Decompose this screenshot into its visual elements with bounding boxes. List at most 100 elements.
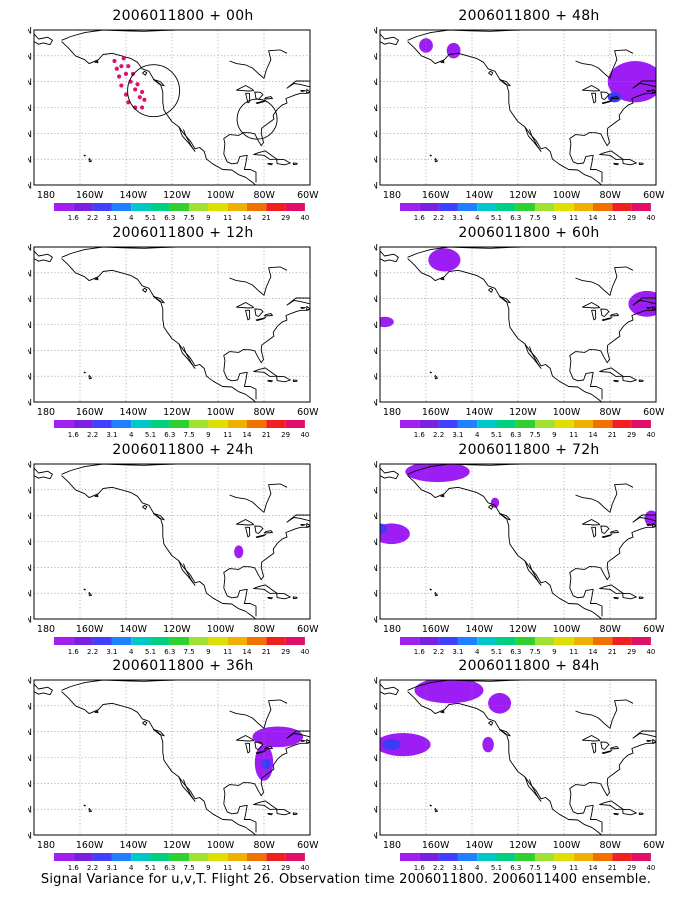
dropsonde-point	[142, 97, 147, 102]
lat-tick-label: 20N	[374, 806, 378, 816]
lon-tick-label: 120W	[163, 407, 191, 418]
colorbar-swatch	[515, 853, 536, 861]
lon-tick-label: 60W	[643, 840, 665, 851]
dropsonde-point	[135, 82, 140, 87]
dropsonde-point	[119, 83, 124, 88]
colorbar-swatch	[247, 203, 267, 211]
lon-tick-label: 160W	[76, 190, 104, 201]
verification-region-circle	[236, 98, 278, 140]
colorbar-swatch	[457, 420, 478, 428]
colorbar-label: 6.3	[510, 431, 521, 437]
colorbar-swatch	[554, 637, 574, 645]
colorbar-swatch	[111, 203, 132, 211]
colorbar-label: 4	[475, 648, 480, 654]
dropsonde-point	[126, 100, 131, 105]
lon-tick-label: 80W	[599, 190, 621, 201]
lat-tick-label: 30N	[374, 564, 378, 574]
colorbar-label: 21	[608, 648, 617, 654]
signal-region	[380, 523, 387, 534]
lon-tick-label: 160W	[422, 407, 450, 418]
colorbar-swatch	[631, 420, 651, 428]
latitude-labels: 70N 60N 50N 40N 30N 20N 10N	[28, 27, 32, 192]
dropsonde-point	[133, 87, 138, 92]
lat-tick-label: 70N	[28, 677, 32, 687]
colorbar-swatch	[612, 853, 632, 861]
observation-locations	[112, 56, 278, 140]
lon-tick-label: 100W	[207, 624, 235, 635]
colorbar-swatch	[554, 853, 574, 861]
latitude-labels: 70N 60N 50N 40N 30N 20N 10N	[28, 461, 32, 626]
colorbar-label: 2.2	[87, 214, 98, 220]
lat-lon-grid	[34, 464, 310, 619]
colorbar-label: 3.1	[452, 648, 463, 654]
colorbar-swatch	[573, 420, 593, 428]
lon-tick-label: 100W	[207, 840, 235, 851]
colorbar-swatch	[535, 853, 555, 861]
lat-tick-label: 10N	[28, 616, 32, 626]
colorbar-swatch	[400, 853, 420, 861]
colorbar-label: 3.1	[452, 214, 463, 220]
lon-tick-label: 140W	[120, 190, 148, 201]
colorbar-swatch	[92, 637, 112, 645]
lon-tick-label: 60W	[643, 624, 665, 635]
colorbar-swatch	[477, 637, 497, 645]
colorbar-swatch	[285, 853, 305, 861]
lat-tick-label: 30N	[28, 130, 32, 140]
colorbar-swatch	[247, 420, 267, 428]
lon-tick-label: 100W	[553, 407, 581, 418]
colorbar-label: 1.6	[414, 648, 426, 654]
colorbar-swatch	[208, 420, 228, 428]
lon-tick-label: 140W	[120, 407, 148, 418]
colorbar-swatch	[535, 637, 555, 645]
lat-tick-label: 50N	[28, 78, 32, 88]
panel-title: 2006011800 + 00h	[112, 8, 254, 24]
lat-tick-label: 40N	[28, 538, 32, 548]
colorbar-label: 29	[281, 431, 290, 437]
colorbar-label: 9	[552, 864, 556, 870]
lat-tick-label: 10N	[374, 182, 378, 192]
colorbar-swatch	[266, 853, 286, 861]
lon-tick-label: 180	[37, 840, 55, 851]
colorbar: 1.6 2.2 3.1 4 5.1 6.3 7.5 9 11 14 21 29 40	[54, 637, 309, 654]
colorbar-swatch	[593, 420, 613, 428]
map-frame	[379, 29, 657, 186]
map-frame	[33, 29, 311, 186]
signal-region	[382, 738, 401, 751]
colorbar-swatch	[438, 637, 458, 645]
colorbar-swatch	[266, 420, 286, 428]
lat-lon-grid	[34, 30, 310, 185]
colorbar-swatch	[515, 203, 536, 211]
colorbar-label: 29	[627, 648, 636, 654]
signal-region	[261, 758, 271, 770]
colorbar-swatch	[285, 637, 305, 645]
colorbar-label: 6.3	[164, 214, 175, 220]
colorbar-swatch	[573, 203, 593, 211]
colorbar-swatch	[496, 853, 516, 861]
colorbar-label: 29	[627, 864, 636, 870]
colorbar-swatch	[554, 203, 574, 211]
colorbar-label: 7.5	[530, 864, 541, 870]
map-canvas: 70N 60N 50N 40N 30N 20N 10N 180 160W 140W 120W 100W…	[374, 27, 665, 221]
colorbar: 1.6 2.2 3.1 4 5.1 6.3 7.5 9 11 14 21 29 40	[400, 637, 655, 654]
lon-tick-label: 160W	[422, 624, 450, 635]
coastlines	[380, 30, 656, 185]
colorbar-swatch	[150, 637, 170, 645]
lat-tick-label: 20N	[374, 373, 378, 383]
colorbar-label: 21	[608, 214, 617, 220]
colorbar-label: 3.1	[106, 214, 117, 220]
colorbar-label: 11	[569, 648, 578, 654]
lon-tick-label: 80W	[253, 407, 275, 418]
colorbar-swatch	[438, 420, 458, 428]
colorbar-label: 29	[627, 431, 636, 437]
colorbar-swatch	[612, 637, 632, 645]
colorbar-label: 40	[646, 864, 655, 870]
lat-tick-label: 10N	[28, 832, 32, 842]
colorbar-label: 2.2	[433, 214, 444, 220]
lon-tick-label: 80W	[599, 407, 621, 418]
colorbar-label: 40	[646, 214, 655, 220]
colorbar-swatch	[419, 637, 439, 645]
colorbar-swatch	[131, 420, 151, 428]
colorbar-label: 9	[552, 214, 556, 220]
lon-tick-label: 60W	[297, 407, 319, 418]
signal-region	[380, 732, 431, 757]
